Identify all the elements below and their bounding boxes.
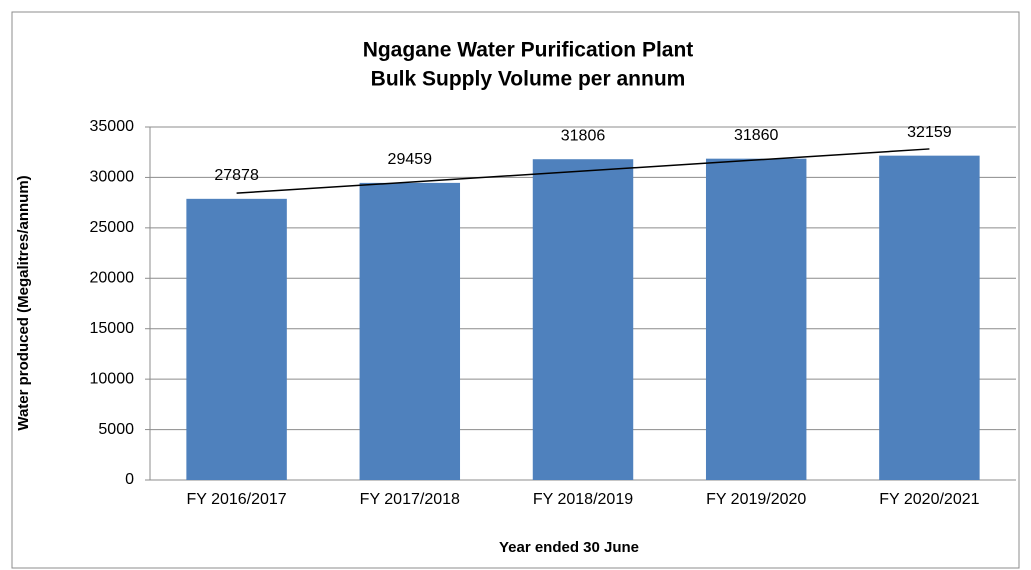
y-tick-label: 10000 [90,370,135,387]
x-tick-label: FY 2017/2018 [360,491,460,508]
trendline [236,148,930,194]
x-axis-title: Year ended 30 June [499,539,639,556]
y-tick-label: 0 [125,471,134,488]
chart-title: Ngagane Water Purification Plant [363,39,694,62]
bar [705,158,807,481]
data-label: 29459 [388,151,433,168]
data-label: 27878 [214,167,259,184]
data-label: 32159 [907,124,952,141]
bar [359,182,461,480]
y-tick-label: 25000 [90,219,135,236]
bar [532,159,634,480]
data-label: 31860 [734,127,779,144]
chart-title: Bulk Supply Volume per annum [371,68,686,91]
y-tick-label: 35000 [90,118,135,135]
x-tick-label: FY 2018/2019 [533,491,633,508]
bar [186,198,287,481]
bar [879,155,980,481]
y-tick-label: 30000 [90,169,135,186]
data-label: 31806 [561,127,606,144]
x-tick-label: FY 2019/2020 [706,491,806,508]
y-axis-title: Water produced (Megalitres/annum) [15,175,32,430]
y-tick-label: 15000 [90,320,135,337]
chart-border [11,11,1020,569]
x-tick-label: FY 2016/2017 [186,491,286,508]
x-tick-label: FY 2020/2021 [879,491,979,508]
y-tick-label: 20000 [90,270,135,287]
y-tick-label: 5000 [98,421,134,438]
